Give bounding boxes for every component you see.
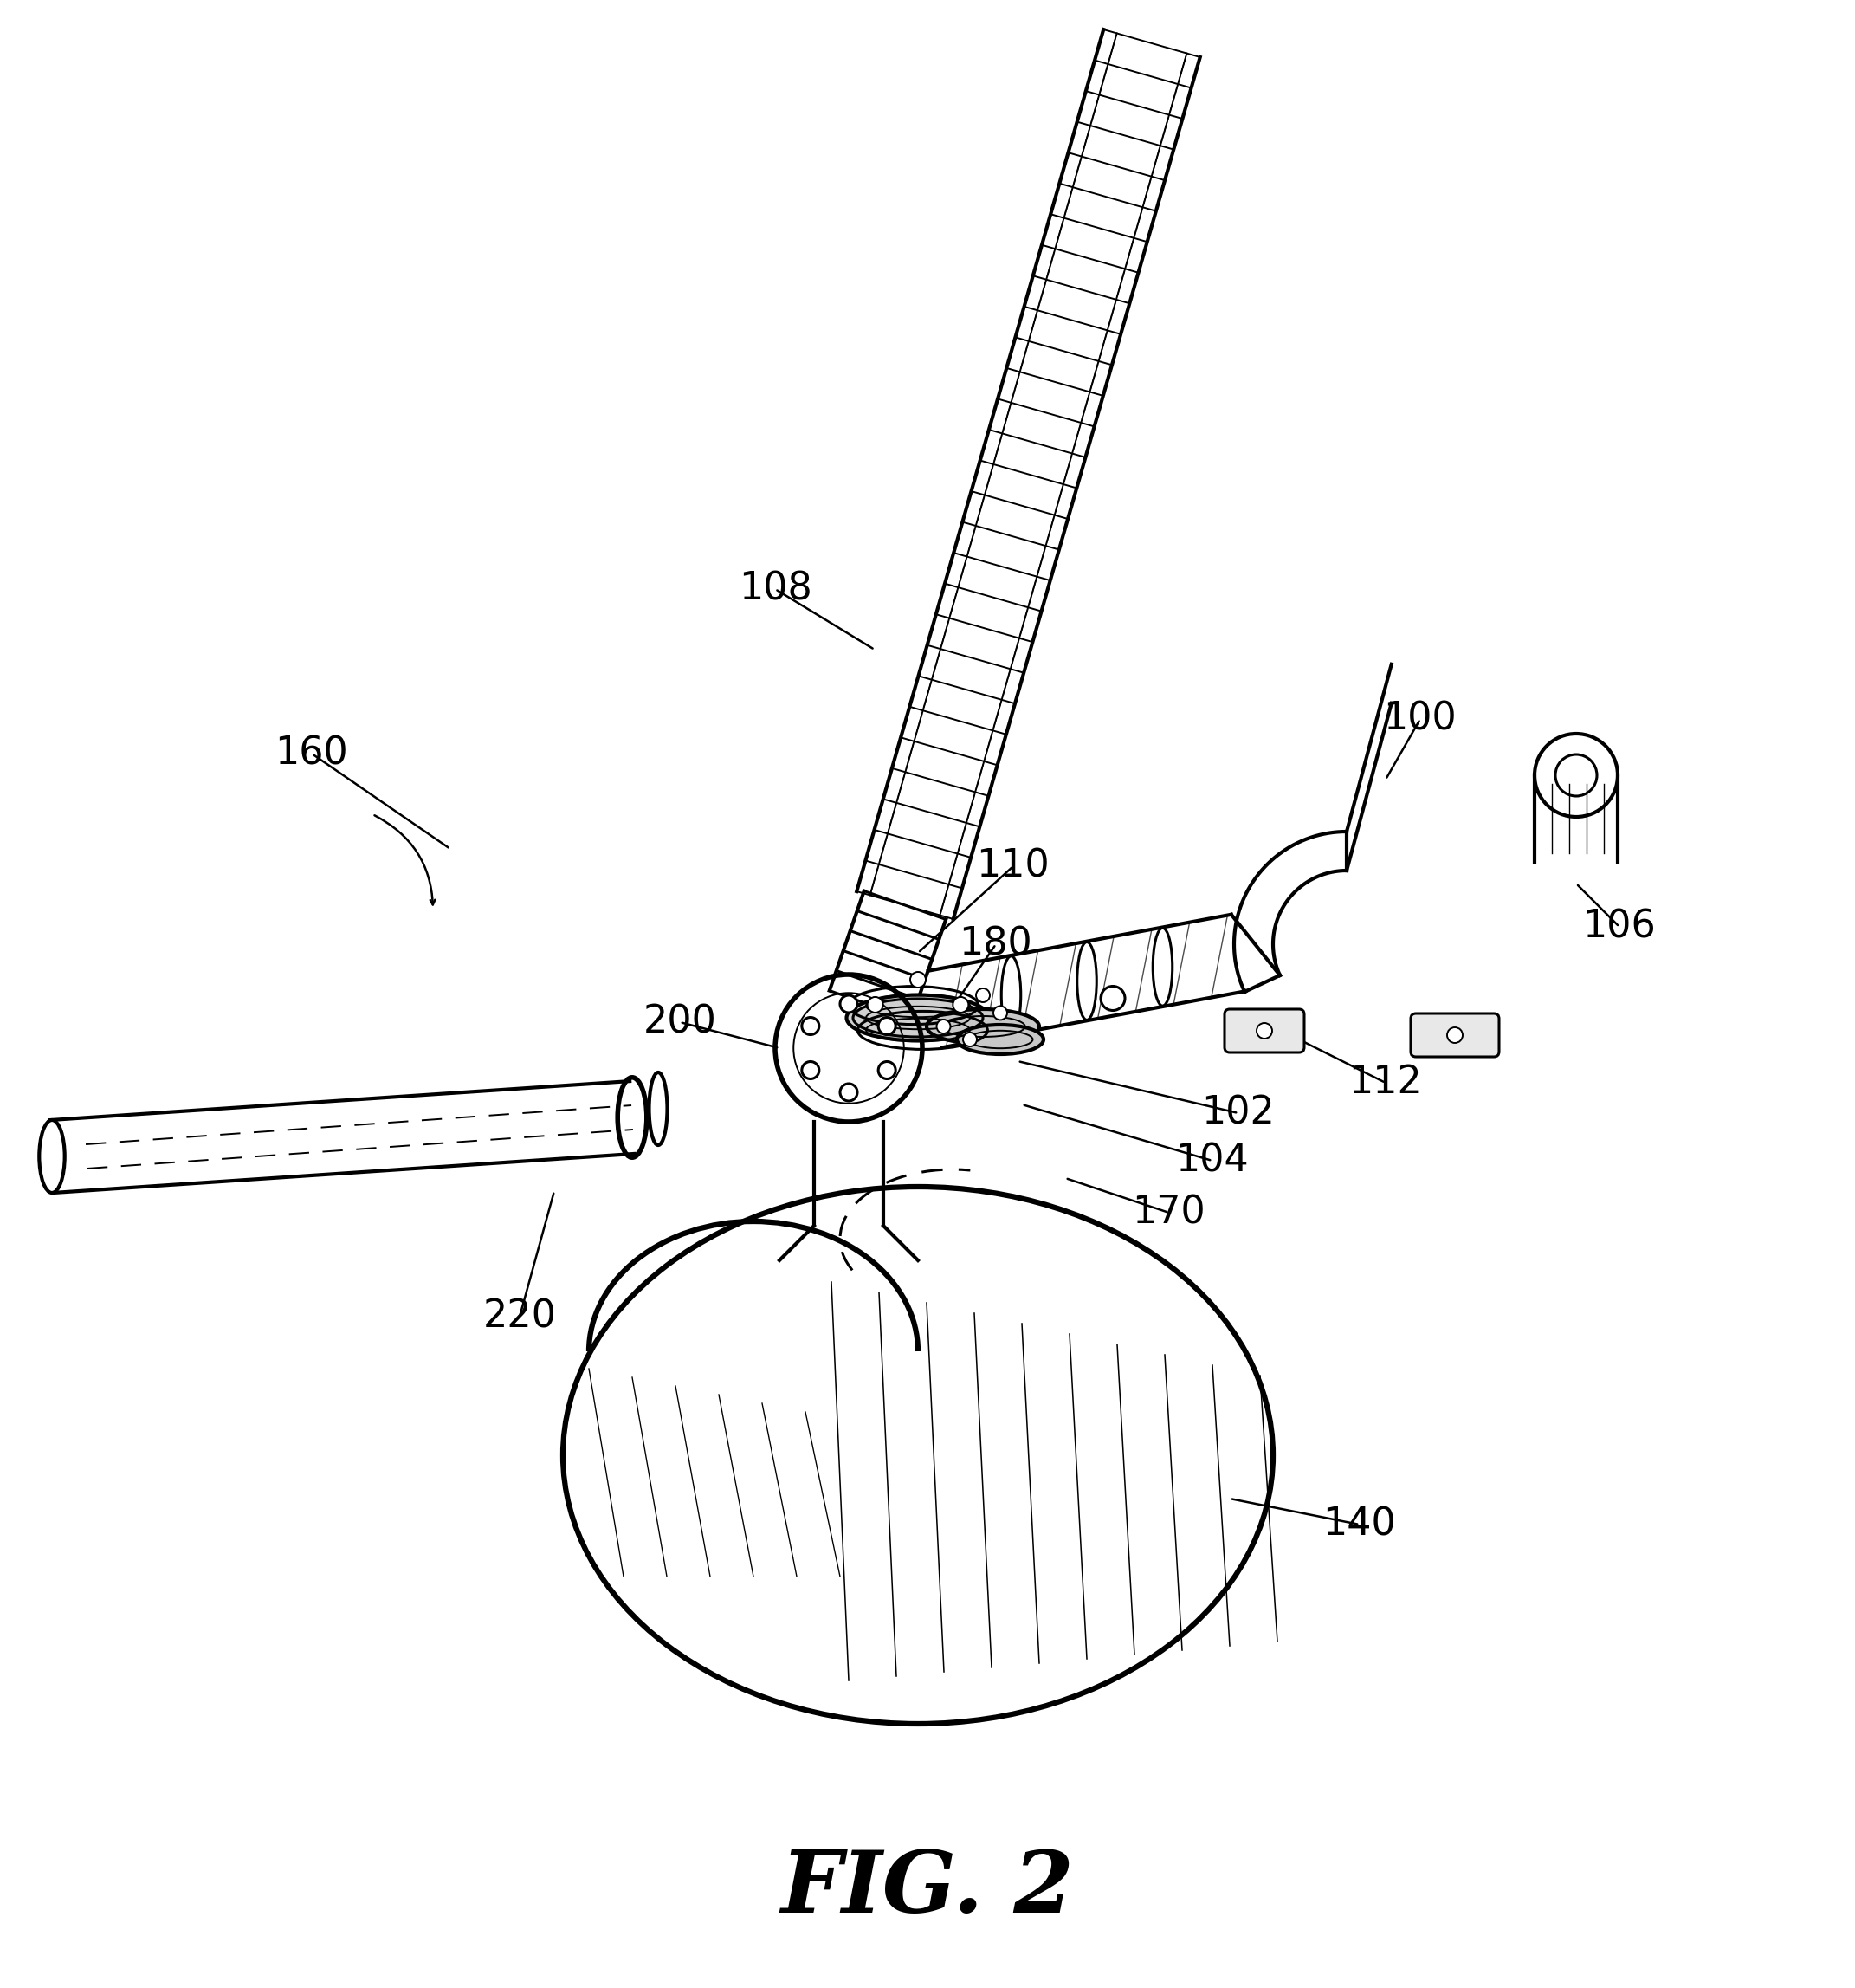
- Circle shape: [801, 1018, 820, 1034]
- Text: 112: 112: [1349, 1064, 1423, 1101]
- Circle shape: [877, 1018, 896, 1034]
- Circle shape: [1256, 1024, 1273, 1038]
- Text: 102: 102: [1202, 1095, 1274, 1131]
- Text: 110: 110: [976, 847, 1050, 885]
- Ellipse shape: [957, 1024, 1044, 1054]
- Circle shape: [937, 1020, 950, 1034]
- Circle shape: [976, 988, 991, 1002]
- Text: 106: 106: [1582, 909, 1657, 946]
- Text: 108: 108: [738, 571, 812, 608]
- FancyBboxPatch shape: [1412, 1014, 1499, 1058]
- Text: 100: 100: [1384, 700, 1456, 738]
- Text: 160: 160: [275, 736, 349, 771]
- Circle shape: [868, 998, 883, 1012]
- Text: FIG. 2: FIG. 2: [781, 1847, 1074, 1930]
- Circle shape: [911, 972, 926, 988]
- FancyBboxPatch shape: [1224, 1010, 1304, 1052]
- Circle shape: [992, 1006, 1007, 1020]
- Text: 140: 140: [1323, 1507, 1397, 1543]
- Circle shape: [840, 1083, 857, 1101]
- Text: 220: 220: [482, 1298, 556, 1336]
- Circle shape: [840, 996, 857, 1012]
- Text: 170: 170: [1132, 1195, 1206, 1231]
- Ellipse shape: [928, 1010, 1039, 1044]
- Circle shape: [963, 1032, 978, 1046]
- Text: 104: 104: [1176, 1143, 1248, 1179]
- Ellipse shape: [846, 994, 989, 1040]
- Text: 200: 200: [644, 1004, 716, 1042]
- Circle shape: [953, 998, 968, 1012]
- Circle shape: [877, 1062, 896, 1079]
- Circle shape: [801, 1062, 820, 1079]
- Text: 180: 180: [959, 926, 1033, 962]
- Circle shape: [1447, 1028, 1464, 1044]
